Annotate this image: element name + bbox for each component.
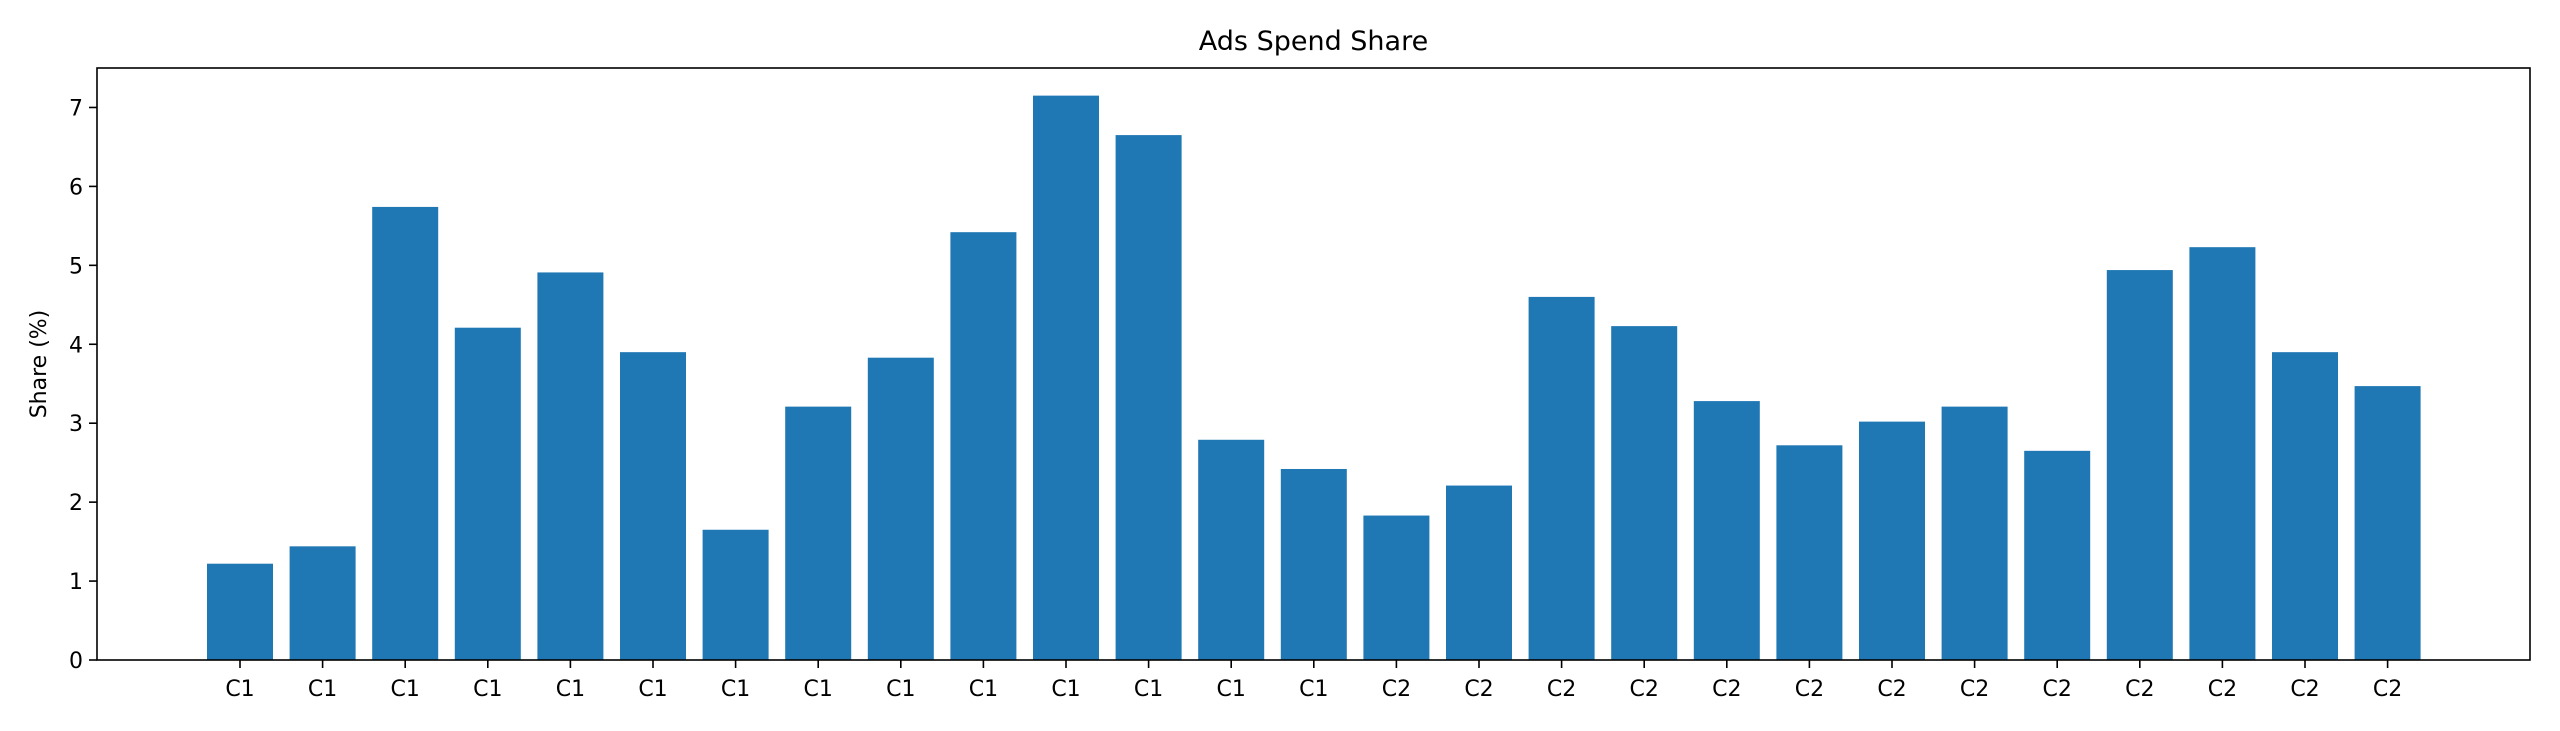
y-axis-label: Share (%) — [27, 310, 52, 419]
x-tick-label: C1 — [1299, 677, 1328, 702]
bar — [1198, 439, 1265, 660]
bar — [537, 272, 604, 660]
bar — [2024, 450, 2091, 660]
y-tick-label: 4 — [69, 333, 83, 358]
x-tick-label: C2 — [2125, 677, 2154, 702]
x-tick-label: C2 — [1960, 677, 1989, 702]
x-tick-label: C2 — [1712, 677, 1741, 702]
x-tick-label: C2 — [1382, 677, 1411, 702]
x-tick-label: C1 — [556, 677, 585, 702]
y-tick-label: 7 — [69, 96, 83, 121]
bar — [702, 529, 769, 660]
y-tick-label: 2 — [69, 491, 83, 516]
bar — [1859, 421, 1925, 660]
bar — [1446, 485, 1512, 660]
x-tick-label: C1 — [721, 677, 750, 702]
bar — [372, 206, 439, 660]
bar — [1941, 406, 2008, 660]
bar — [1693, 401, 1760, 660]
x-tick-label: C1 — [1217, 677, 1246, 702]
y-tick-label: 3 — [69, 412, 83, 437]
bar — [1776, 445, 1843, 660]
x-tick-label: C1 — [308, 677, 337, 702]
x-tick-label: C2 — [2208, 677, 2237, 702]
x-tick-label: C1 — [391, 677, 420, 702]
bar — [1280, 468, 1347, 660]
x-tick-label: C2 — [1795, 677, 1824, 702]
x-tick-label: C2 — [2043, 677, 2072, 702]
x-tick-label: C1 — [638, 677, 667, 702]
y-tick-label: 0 — [69, 649, 83, 674]
x-tick-label: C2 — [1464, 677, 1493, 702]
bar — [785, 406, 852, 660]
bar — [454, 327, 521, 660]
x-tick-label: C1 — [804, 677, 833, 702]
bar — [620, 352, 686, 660]
bar — [867, 357, 934, 660]
bar — [950, 232, 1017, 660]
x-axis-ticks: C1 C1 C1 C1 C1 C1 C1 C1 C1 C1 C1 C1 C1 C1 C2 C2 C2 C2 C2 C2… — [225, 660, 2402, 702]
bar — [2189, 247, 2256, 661]
x-tick-label: C1 — [473, 677, 502, 702]
bar — [289, 546, 356, 660]
x-tick-label: C2 — [1547, 677, 1576, 702]
bar — [2354, 386, 2421, 660]
bar — [1528, 296, 1595, 660]
y-tick-label: 1 — [69, 570, 83, 595]
x-tick-label: C2 — [2290, 677, 2319, 702]
x-tick-label: C1 — [1051, 677, 1080, 702]
x-tick-label: C1 — [969, 677, 998, 702]
bar — [2106, 270, 2173, 660]
x-tick-label: C1 — [225, 677, 254, 702]
plot-frame — [96, 67, 2531, 661]
chart-title: Ads Spend Share — [1199, 26, 1428, 57]
bar — [1115, 135, 1182, 661]
x-tick-label: C2 — [2373, 677, 2402, 702]
bar — [1363, 515, 1430, 660]
y-tick-label: 6 — [69, 175, 83, 200]
y-tick-label: 5 — [69, 254, 83, 279]
bar — [207, 563, 273, 660]
bar — [2272, 352, 2338, 660]
y-axis-ticks: 0 1 2 3 4 5 6 7 — [69, 96, 97, 674]
x-tick-label: C1 — [1134, 677, 1163, 702]
bar — [1611, 326, 1678, 660]
x-tick-label: C1 — [886, 677, 915, 702]
x-tick-label: C2 — [1877, 677, 1906, 702]
bars-layer — [207, 95, 2421, 661]
x-tick-label: C2 — [1630, 677, 1659, 702]
bar — [1033, 95, 1099, 661]
